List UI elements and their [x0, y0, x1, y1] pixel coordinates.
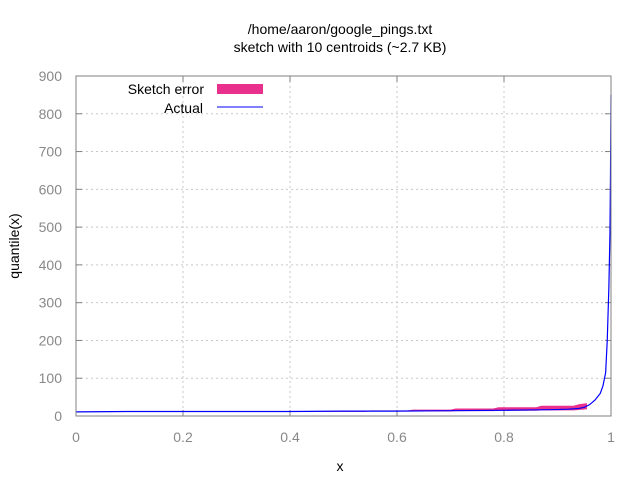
grid [76, 76, 611, 416]
y-tick-label: 100 [39, 370, 63, 386]
y-tick-label: 500 [39, 219, 63, 235]
x-tick-label: 0 [72, 429, 80, 445]
y-tick-label: 900 [39, 68, 63, 84]
legend-swatch-sketch-error [217, 84, 263, 94]
x-tick-label: 0.2 [173, 429, 193, 445]
legend-label-sketch-error: Sketch error [128, 81, 205, 97]
legend: Sketch error Actual [128, 81, 263, 116]
y-tick-label: 200 [39, 332, 63, 348]
y-axis-ticks: 0 100 200 300 400 500 600 700 800 900 [39, 68, 611, 424]
x-tick-label: 0.6 [387, 429, 407, 445]
plot-frame [75, 75, 612, 417]
y-tick-label: 0 [54, 408, 62, 424]
legend-label-actual: Actual [164, 100, 203, 116]
y-tick-label: 800 [39, 106, 63, 122]
chart-title-line2: sketch with 10 centroids (~2.7 KB) [234, 39, 447, 55]
series-actual-line [75, 94, 612, 413]
y-tick-label: 300 [39, 295, 63, 311]
series-sketch-error-band [76, 403, 587, 412]
x-tick-label: 1 [607, 429, 615, 445]
plot-area [75, 94, 612, 413]
chart-title-line1: /home/aaron/google_pings.txt [248, 21, 433, 37]
x-axis-label: x [337, 458, 344, 474]
y-tick-label: 600 [39, 181, 63, 197]
x-axis-ticks: 0 0.2 0.4 0.6 0.8 1 [72, 76, 615, 445]
y-axis-label: quantile(x) [6, 213, 22, 278]
x-tick-label: 0.8 [494, 429, 514, 445]
x-tick-label: 0.4 [280, 429, 300, 445]
y-tick-label: 700 [39, 144, 63, 160]
y-tick-label: 400 [39, 257, 63, 273]
